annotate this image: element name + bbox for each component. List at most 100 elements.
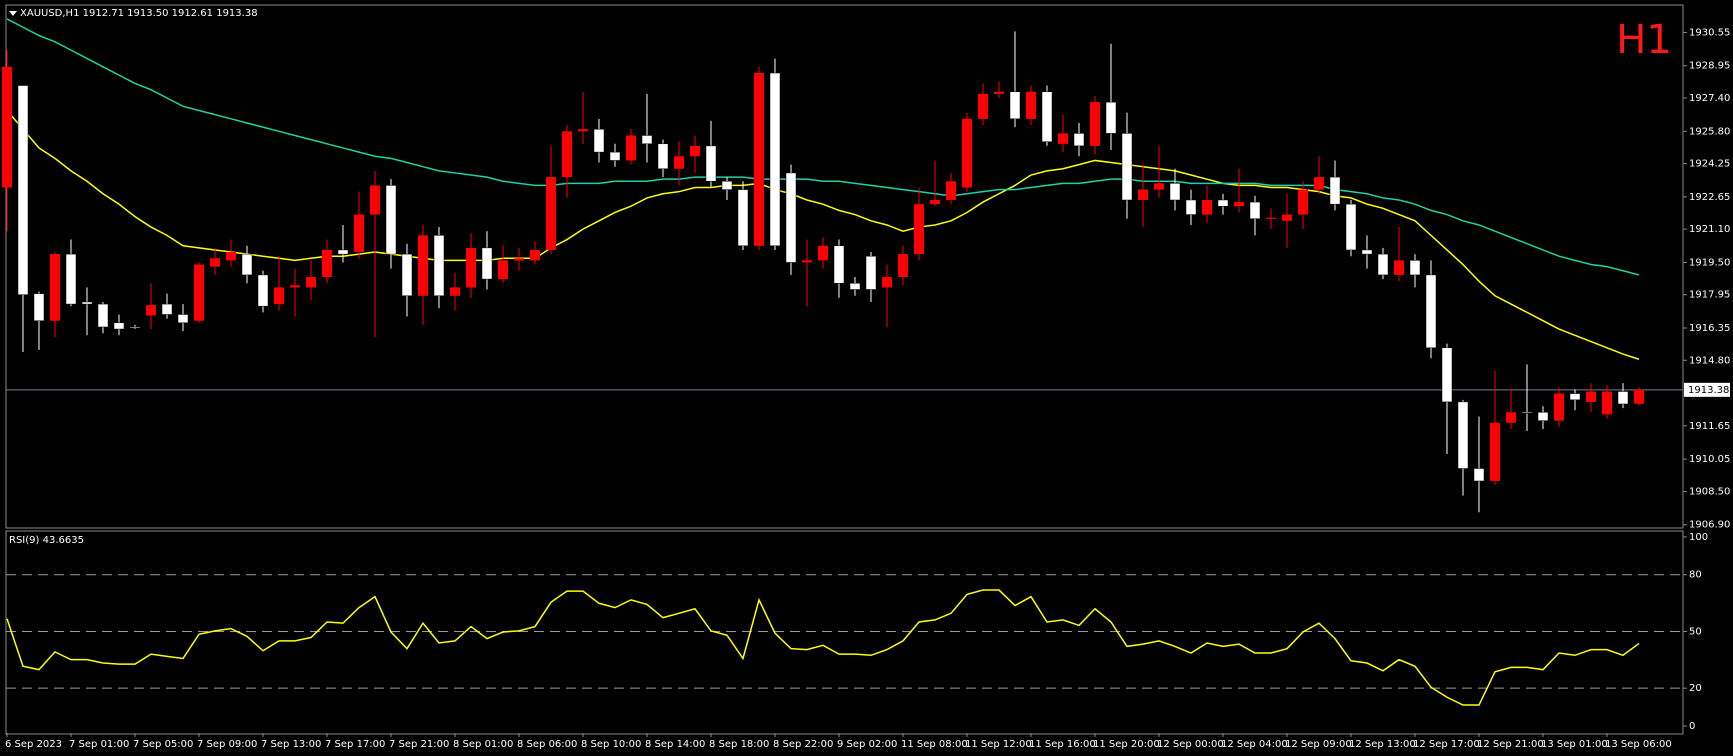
candle-body	[802, 260, 812, 263]
rsi-panel-border	[5, 530, 1684, 735]
candle-body	[1329, 176, 1341, 205]
candle-body	[113, 322, 125, 330]
x-tick-label: 12 Sep 13:00	[1349, 739, 1416, 750]
rsi-line	[6, 589, 1640, 706]
candle-body	[194, 264, 204, 321]
x-tick-label: 8 Sep 10:00	[581, 739, 641, 750]
y-tick-label: 1922.65	[1689, 192, 1730, 203]
candle-body	[657, 143, 669, 170]
candle-body	[50, 254, 60, 321]
candle-body	[1009, 91, 1021, 120]
x-tick-label: 12 Sep 09:00	[1285, 739, 1352, 750]
x-tick-label: 7 Sep 17:00	[325, 739, 385, 750]
candle-body	[177, 314, 189, 324]
candle-body	[1058, 133, 1068, 144]
candle-body	[129, 326, 141, 329]
x-tick-label: 11 Sep 16:00	[1029, 739, 1096, 750]
x-tick-label: 11 Sep 12:00	[965, 739, 1032, 750]
y-tick-label: 100	[1689, 532, 1708, 543]
candle-body	[65, 253, 77, 305]
candle-body	[1169, 183, 1181, 201]
candle-body	[1298, 189, 1308, 215]
candle-body	[1138, 189, 1148, 200]
x-tick-label: 12 Sep 00:00	[1157, 739, 1224, 750]
candle-body	[81, 301, 93, 305]
candle-body	[978, 93, 988, 119]
candle-body	[833, 245, 845, 284]
candle-body	[593, 128, 605, 153]
candle-body	[226, 252, 236, 261]
main-panel-border	[5, 4, 1684, 529]
candle-body	[849, 283, 861, 290]
x-tick-label: 8 Sep 14:00	[645, 739, 705, 750]
y-tick-label: 1927.40	[1689, 93, 1730, 104]
candle-body	[161, 303, 173, 315]
candle-body	[1634, 389, 1644, 404]
candle-body	[146, 305, 156, 316]
x-tick-label: 13 Sep 01:00	[1541, 739, 1608, 750]
candle-body	[322, 249, 332, 278]
y-tick-label: 1924.25	[1689, 159, 1730, 170]
candle-body	[1377, 253, 1389, 276]
candle-body	[17, 85, 29, 295]
candle-body	[1409, 260, 1421, 276]
candle-body	[1090, 102, 1100, 146]
candle-body	[1361, 249, 1373, 255]
x-tick-label: 12 Sep 17:00	[1413, 739, 1480, 750]
candle-body	[1521, 412, 1533, 414]
candle-body	[1266, 217, 1276, 219]
candle-body	[241, 253, 253, 276]
candle-body	[1345, 203, 1357, 251]
candle-body	[1026, 91, 1036, 119]
candle-body	[1314, 177, 1324, 190]
candle-body	[418, 235, 428, 296]
candle-body	[450, 287, 460, 296]
candle-body	[1202, 199, 1212, 215]
timeframe-annotation: H1	[1616, 17, 1672, 63]
y-tick-label: 20	[1689, 683, 1702, 694]
y-tick-label: 1921.10	[1689, 224, 1730, 235]
x-tick-label: 12 Sep 04:00	[1221, 739, 1288, 750]
candle-body	[274, 287, 284, 305]
candle-body	[530, 249, 540, 261]
candle-body	[994, 91, 1004, 94]
candle-body	[1617, 391, 1629, 405]
candle-body	[1394, 260, 1404, 275]
candle-body	[466, 247, 476, 288]
x-tick-label: 7 Sep 13:00	[261, 739, 321, 750]
candle-body	[354, 214, 364, 253]
candle-body	[1457, 401, 1469, 469]
candle-body	[626, 135, 636, 161]
y-tick-label: 0	[1689, 721, 1695, 732]
candle-body	[290, 285, 300, 288]
candle-body	[498, 260, 508, 280]
y-tick-label: 1914.80	[1689, 355, 1730, 366]
candle-body	[754, 73, 764, 246]
y-tick-label: 1930.55	[1689, 27, 1730, 38]
candle-body	[1234, 202, 1244, 207]
candle-body	[385, 185, 397, 255]
candle-body	[433, 235, 445, 296]
candle-body	[97, 303, 109, 328]
y-tick-label: 50	[1689, 626, 1702, 637]
menu-arrow[interactable]	[9, 11, 17, 16]
candle-body	[1569, 393, 1581, 401]
candle-body	[690, 145, 700, 157]
rsi-title: RSI(9) 43.6635	[9, 535, 84, 546]
x-tick-label: 7 Sep 09:00	[197, 739, 257, 750]
candle-body	[1154, 183, 1164, 190]
y-tick-label: 1911.65	[1689, 421, 1730, 432]
x-tick-label: 11 Sep 20:00	[1093, 739, 1160, 750]
x-tick-label: 8 Sep 06:00	[517, 739, 577, 750]
x-tick-label: 8 Sep 22:00	[773, 739, 833, 750]
x-tick-label: 8 Sep 01:00	[453, 739, 513, 750]
y-tick-label: 1919.50	[1689, 257, 1730, 268]
y-tick-label: 1917.95	[1689, 290, 1730, 301]
candle-body	[337, 249, 349, 255]
candle-body	[1490, 422, 1500, 481]
candle-body	[1249, 201, 1261, 219]
candle-body	[1041, 91, 1053, 142]
candle-body	[818, 245, 828, 261]
moving-average	[6, 18, 1640, 276]
